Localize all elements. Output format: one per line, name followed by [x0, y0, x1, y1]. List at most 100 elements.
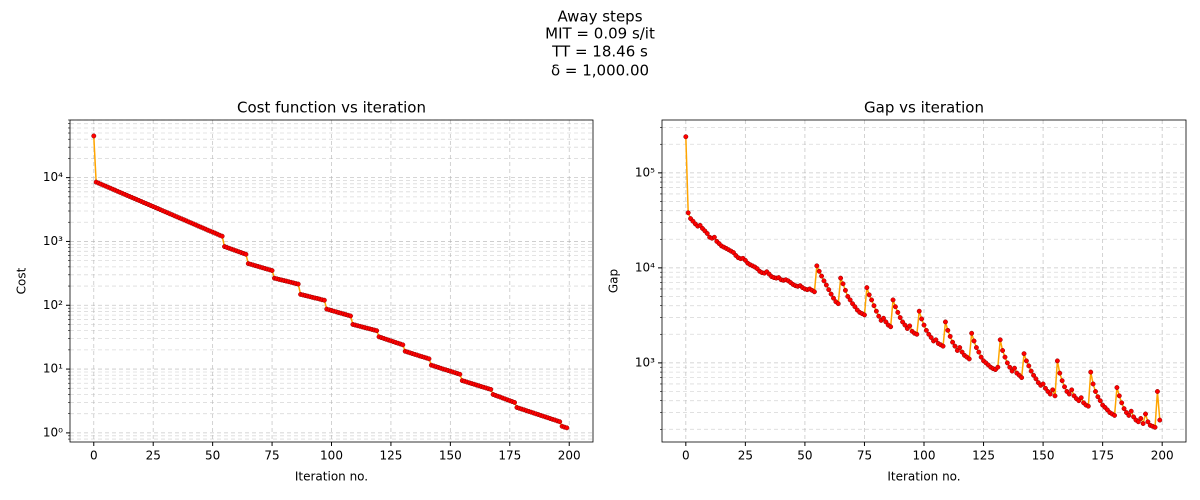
data-point: [888, 324, 894, 330]
data-point: [1047, 391, 1053, 397]
data-point: [1050, 387, 1056, 393]
data-point: [1116, 393, 1122, 399]
x-tick-label: 50: [797, 449, 812, 463]
data-point: [1095, 394, 1101, 400]
x-tick-label: 200: [558, 449, 581, 463]
data-point: [819, 273, 825, 279]
data-point: [219, 233, 225, 239]
x-tick-label: 75: [857, 449, 872, 463]
data-point: [881, 315, 886, 321]
data-point: [976, 349, 982, 355]
data-point: [926, 331, 932, 337]
data-point: [1059, 378, 1065, 384]
data-point: [1088, 369, 1094, 375]
data-point: [966, 356, 972, 362]
data-point: [1085, 403, 1091, 409]
data-point: [942, 319, 948, 325]
suptitle: TT = 18.46 s: [551, 43, 648, 61]
data-point: [831, 295, 836, 301]
data-point: [828, 291, 834, 297]
data-point: [1007, 364, 1013, 370]
data-point: [243, 251, 249, 257]
x-axis-label: Iteration no.: [295, 470, 368, 484]
x-tick-label: 75: [264, 449, 279, 463]
data-point: [374, 328, 380, 334]
x-tick-label: 25: [738, 449, 753, 463]
y-axis-label: Cost: [15, 267, 29, 294]
data-point: [1057, 370, 1063, 376]
x-tick-label: 0: [90, 449, 98, 463]
y-tick-label: 10²: [43, 298, 63, 312]
data-point: [835, 301, 841, 307]
data-point: [838, 275, 844, 281]
data-point: [1054, 358, 1060, 364]
data-point: [1052, 393, 1058, 399]
data-point: [685, 210, 691, 216]
data-point: [1023, 358, 1029, 364]
data-point: [321, 297, 327, 303]
data-point: [91, 133, 97, 139]
data-point: [864, 285, 870, 291]
data-point: [869, 297, 875, 303]
data-point: [1012, 365, 1017, 371]
data-point: [940, 343, 946, 349]
data-point: [1140, 421, 1146, 426]
data-point: [995, 364, 1001, 370]
data-point: [711, 234, 717, 240]
data-point: [1026, 363, 1032, 369]
data-point: [1033, 376, 1039, 382]
data-point: [1143, 411, 1148, 417]
data-point: [564, 425, 570, 431]
data-point: [1002, 354, 1008, 360]
data-point: [1128, 408, 1134, 414]
data-point: [1157, 417, 1163, 423]
data-point: [847, 297, 853, 303]
plot-frame: [69, 119, 594, 443]
y-tick-label: 10⁴: [635, 260, 655, 274]
data-point: [1097, 398, 1103, 404]
data-point: [919, 316, 925, 322]
data-point: [1019, 375, 1025, 381]
data-point: [907, 323, 913, 329]
data-point: [969, 330, 975, 336]
data-point: [269, 268, 275, 273]
data-point: [947, 333, 953, 339]
data-point: [957, 345, 963, 351]
data-point: [892, 304, 898, 310]
x-axis-label: Iteration no.: [887, 470, 960, 484]
data-point: [683, 134, 689, 140]
data-line: [93, 135, 568, 429]
data-point: [895, 309, 901, 315]
suptitle: Away steps: [557, 8, 642, 26]
data-point: [1112, 412, 1117, 418]
data-point: [348, 313, 353, 319]
data-point: [1031, 372, 1037, 378]
data-point: [1004, 360, 1010, 366]
y-tick-label: 10⁰: [43, 425, 63, 439]
data-point: [814, 263, 820, 269]
data-point: [426, 356, 432, 362]
data-point: [890, 297, 896, 303]
data-point: [1154, 389, 1160, 394]
data-point: [704, 231, 710, 236]
data-point: [1145, 419, 1151, 425]
data-point: [978, 354, 984, 360]
data-point: [873, 308, 879, 314]
data-point: [914, 331, 920, 337]
suptitle: δ = 1,000.00: [551, 62, 649, 80]
data-point: [928, 335, 934, 340]
data-point: [1138, 416, 1144, 421]
data-point: [959, 349, 965, 355]
x-tick-label: 0: [682, 449, 690, 463]
data-point: [1069, 387, 1075, 393]
y-tick-label: 10³: [635, 355, 655, 369]
chart-title: Gap vs iteration: [864, 99, 984, 117]
data-point: [902, 322, 908, 328]
data-point: [1078, 395, 1084, 401]
data-point: [933, 337, 939, 343]
data-point: [952, 343, 958, 349]
data-point: [897, 315, 903, 321]
data-point: [1135, 419, 1141, 425]
data-point: [816, 268, 822, 274]
